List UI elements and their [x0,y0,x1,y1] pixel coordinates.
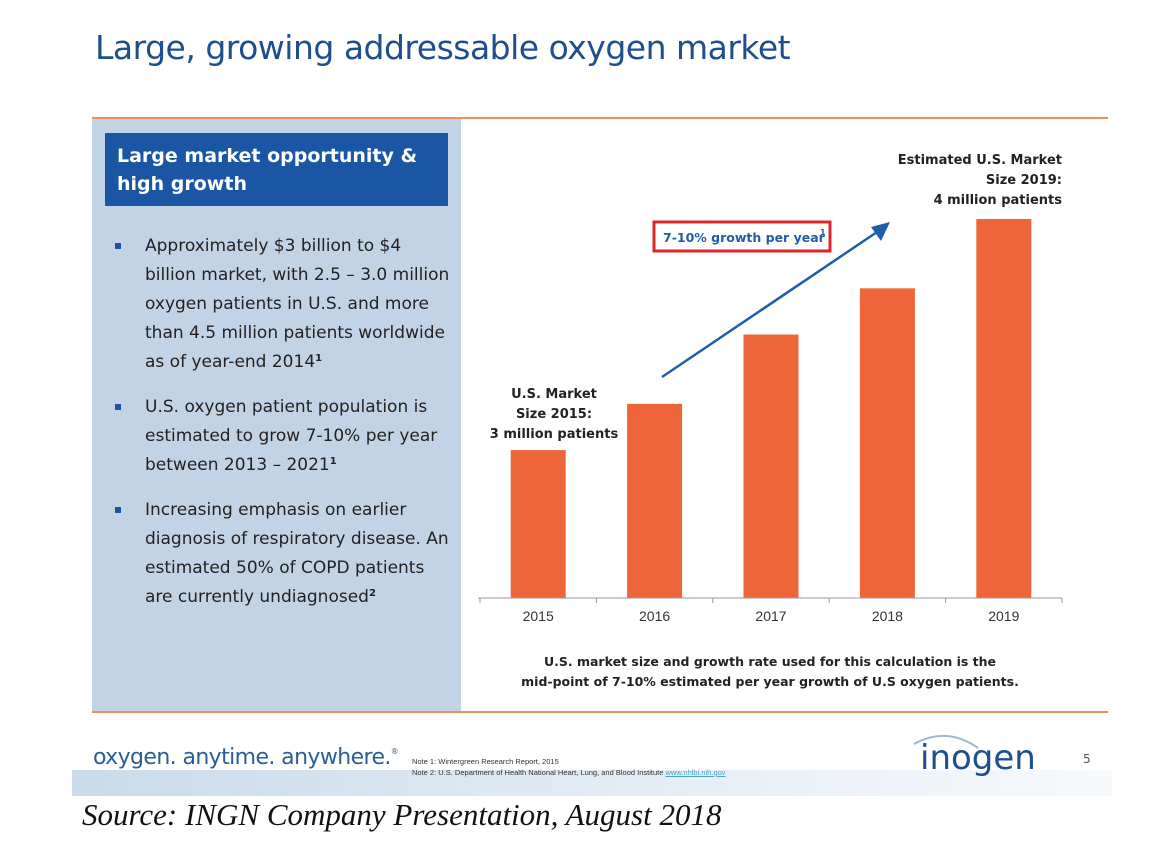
nhlbi-link[interactable]: www.nhlbi.nih.gov [665,768,726,777]
start-annotation-line: U.S. Market [511,387,597,402]
logo-arc-icon [913,734,979,749]
page-number: 5 [1083,752,1091,766]
x-tick-label: 2016 [639,608,670,624]
source-caption: Source: INGN Company Presentation, Augus… [82,797,722,832]
bullet-square-icon [115,404,121,410]
left-panel [92,119,461,711]
end-annotation-line: Size 2019: [986,173,1062,188]
panel-header: Large market opportunity & high growth [105,133,448,206]
bullet-square-icon [115,507,121,513]
footnote-2-text: Note 2: U.S. Department of Health Nation… [412,768,664,777]
x-tick-label: 2017 [755,608,786,624]
bullet-item: U.S. oxygen patient population is estima… [110,393,455,480]
end-annotation-line: 4 million patients [934,193,1063,208]
x-tick-label: 2019 [988,608,1019,624]
bullet-text: Approximately $3 billion to $4 billion m… [145,236,450,372]
bullet-text: U.S. oxygen patient population is estima… [145,397,438,475]
start-annotation-line: Size 2015: [516,407,592,422]
slide-title: Large, growing addressable oxygen market [95,28,791,67]
bar-2019 [976,219,1032,598]
footnote-2: Note 2: U.S. Department of Health Nation… [412,767,726,778]
x-tick-label: 2015 [523,608,554,624]
bullet-list: Approximately $3 billion to $4 billion m… [110,232,455,628]
chart-footnote: U.S. market size and growth rate used fo… [470,652,1070,692]
chart-note-line: U.S. market size and growth rate used fo… [543,654,997,669]
brand-tagline: oxygen. anytime. anywhere.® [93,745,399,770]
bottom-divider [92,711,1108,713]
x-tick-label: 2018 [872,608,903,624]
bullet-item: Approximately $3 billion to $4 billion m… [110,232,455,377]
inogen-logo: inogen [920,738,1036,778]
footer-swoosh-graphic [72,770,1112,796]
bullet-text: Increasing emphasis on earlier diagnosis… [145,500,449,607]
bar-2017 [743,334,799,598]
trend-arrow-line [661,228,881,379]
bullet-item: Increasing emphasis on earlier diagnosis… [110,496,455,612]
footnote-ref: 1 [329,456,337,467]
growth-callout-box [652,220,832,253]
growth-callout-footnote: 1 [820,228,826,237]
bar-2018 [859,288,915,598]
bullet-square-icon [115,243,121,249]
top-divider [92,117,1108,119]
bar-2015 [510,450,566,598]
footnote-ref: 1 [315,353,323,364]
registered-mark: ® [390,747,399,756]
footnotes: Note 1: Wintergreen Research Report, 201… [412,756,726,778]
chart-note-line: mid-point of 7-10% estimated per year gr… [521,674,1019,689]
start-annotation-line: 3 million patients [490,427,619,442]
footnote-ref: 2 [368,588,376,599]
bar-chart: 2015 2016 2017 2018 2019 U.S. Market Size 201… [478,153,1063,624]
growth-callout-text: 7-10% growth per year [663,230,826,245]
tagline-text: oxygen. anytime. anywhere. [93,745,391,770]
footnote-1: Note 1: Wintergreen Research Report, 201… [412,757,559,766]
bar-2016 [627,403,683,598]
trend-arrow-head-icon [871,222,890,241]
end-annotation-line: Estimated U.S. Market [898,153,1062,168]
